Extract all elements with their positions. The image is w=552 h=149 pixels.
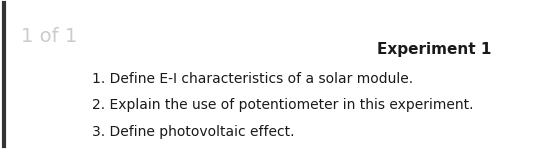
Text: 3. Define photovoltaic effect.: 3. Define photovoltaic effect. <box>92 125 294 139</box>
Text: 1. Define E-I characteristics of a solar module.: 1. Define E-I characteristics of a solar… <box>92 72 413 86</box>
Text: 2. Explain the use of potentiometer in this experiment.: 2. Explain the use of potentiometer in t… <box>92 98 473 112</box>
Text: 1 of 1: 1 of 1 <box>21 27 77 46</box>
Text: Experiment 1: Experiment 1 <box>377 42 491 57</box>
